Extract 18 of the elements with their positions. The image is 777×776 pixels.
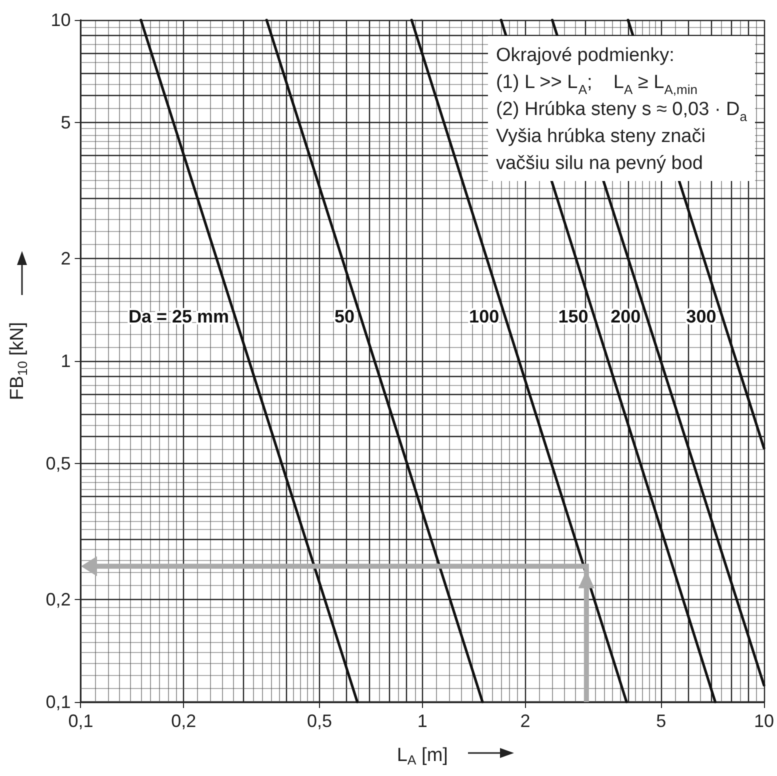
- x-tick-label: 0,2: [171, 711, 196, 731]
- y-tick-label: 2: [60, 248, 71, 268]
- x-tick-label: 0,5: [307, 711, 332, 731]
- y-tick-label: 10: [50, 10, 71, 30]
- y-tick-label: 0,5: [46, 454, 71, 474]
- x-tick-label: 10: [754, 711, 774, 731]
- series-label: 100: [469, 306, 500, 327]
- x-tick-label: 5: [656, 711, 666, 731]
- y-tick-label: 0,2: [46, 589, 71, 610]
- x-tick-label: 1: [417, 711, 428, 731]
- x-tick-label: 2: [520, 711, 530, 731]
- y-tick-label: 0,1: [46, 692, 71, 712]
- y-tick-label: 5: [60, 112, 71, 133]
- annotation: vačšiu silu na pevný bod: [496, 153, 703, 174]
- annotation: Vyšia hrúbka steny znači: [496, 126, 706, 147]
- y-axis-title: FB10 [kN]: [7, 322, 30, 400]
- y-tick-label: 1: [60, 351, 71, 371]
- annotation: Okrajové podmienky:: [496, 45, 674, 66]
